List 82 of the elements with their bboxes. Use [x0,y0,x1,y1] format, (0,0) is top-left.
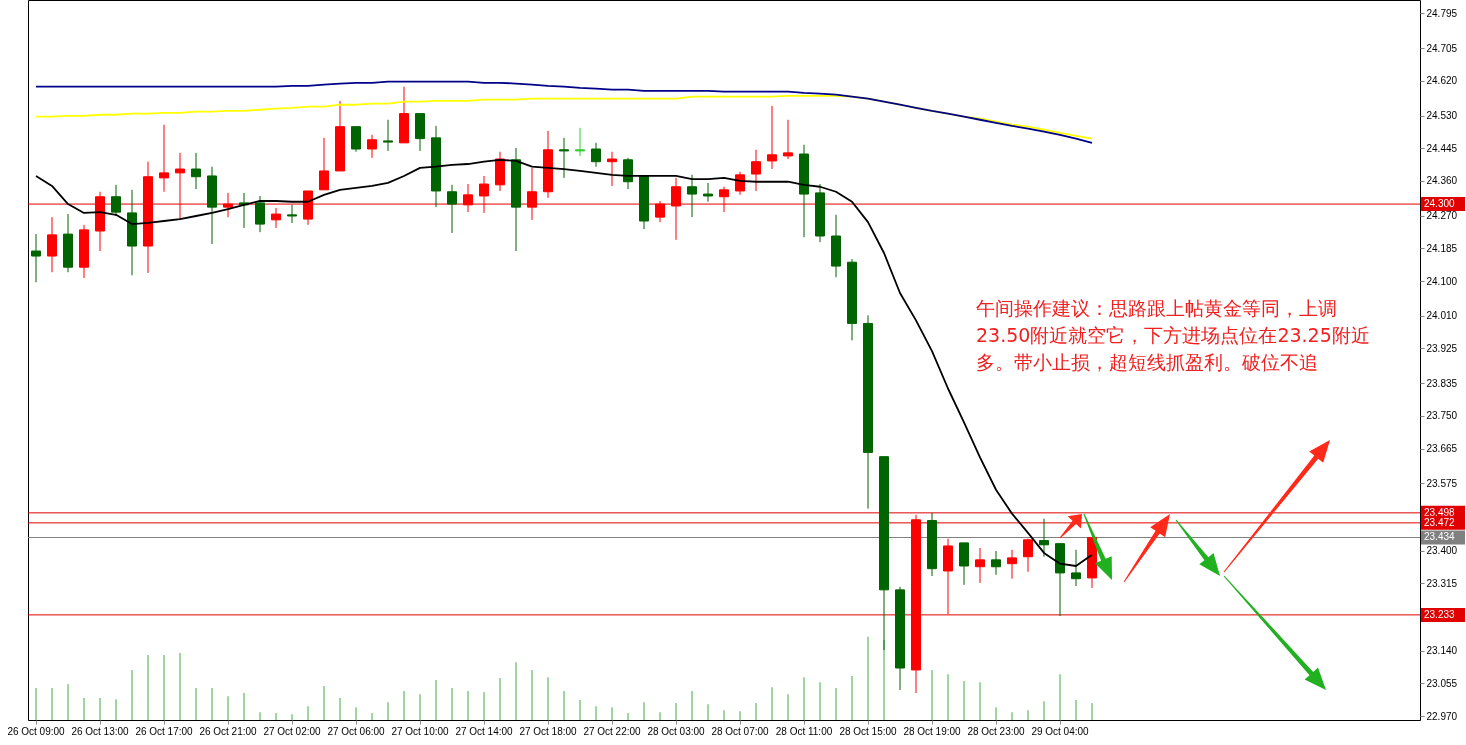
candlestick [383,119,393,152]
candlestick [655,200,665,223]
x-tick-label: 28 Oct 03:00 [647,725,706,737]
candlestick [159,124,169,193]
candlestick [671,177,681,241]
candlestick [175,152,185,220]
y-tick-label: 23.055 [1426,677,1458,689]
x-tick-label: 28 Oct 15:00 [839,725,898,737]
candlestick [959,542,969,586]
line-series [35,80,1093,144]
x-tick-label: 27 Oct 10:00 [391,725,450,737]
x-tick-label: 26 Oct 21:00 [199,725,258,737]
candlestick [191,152,201,190]
candlestick [527,167,537,221]
y-tick-label: 22.970 [1426,710,1458,722]
candlestick [703,182,713,203]
candlestick [111,184,121,217]
candlestick [783,119,793,160]
candlestick [751,149,761,192]
candlestick [991,550,1001,576]
candlestick [975,547,985,584]
candlestick [687,174,697,218]
candlestick [47,216,57,273]
y-tick-label: 23.835 [1426,377,1458,389]
x-tick-label: 27 Oct 14:00 [455,725,514,737]
x-tick-label: 28 Oct 23:00 [967,725,1026,737]
x-tick-label: 28 Oct 19:00 [903,725,962,737]
x-tick-label: 27 Oct 02:00 [263,725,322,737]
x-tick-label: 27 Oct 22:00 [583,725,642,737]
candlestick [351,126,361,153]
candlestick [319,137,329,191]
y-tick-label: 24.100 [1426,275,1458,287]
x-tick-label: 29 Oct 04:00 [1031,725,1090,737]
ref-line-label: 23.498 [1424,506,1456,518]
candlestick [719,186,729,213]
candlestick [623,157,633,190]
y-tick-label: 24.010 [1426,310,1458,322]
x-tick-label: 27 Oct 06:00 [327,725,386,737]
candlestick [287,204,297,224]
x-tick-label: 26 Oct 17:00 [135,725,194,737]
ref-line-label: 23.434 [1424,531,1456,543]
y-tick-label: 24.795 [1426,7,1458,19]
ref-line-label: 23.233 [1424,608,1456,620]
y-tick-label: 24.530 [1426,110,1458,122]
x-tick-label: 26 Oct 09:00 [7,725,66,737]
y-tick-label: 24.705 [1426,42,1458,54]
candlestick [1023,538,1033,573]
y-tick-label: 24.185 [1426,242,1458,254]
candlestick [591,142,601,168]
candlestick [559,137,569,179]
annotation: 午间操作建议：思路跟上帖黄金等同，上调23.50附近就空它，下方进场点位在23.25附近多。带小止损，超短线抓盈利。破位不追 [976,296,1371,375]
y-tick-label: 24.360 [1426,175,1458,187]
candlestick [479,175,489,214]
y-tick-label: 23.925 [1426,342,1458,354]
y-tick-label: 23.315 [1426,577,1458,589]
candlestick [767,105,777,170]
x-tick-label: 28 Oct 11:00 [775,725,833,737]
candlestick [575,127,585,157]
y-tick-label: 23.750 [1426,410,1458,422]
candlestick [607,151,617,187]
y-tick-label: 24.445 [1426,142,1458,154]
ref-line-label: 23.472 [1424,516,1456,528]
x-tick-label: 27 Oct 18:00 [519,725,578,737]
y-tick-label: 24.270 [1426,210,1458,222]
candlestick [1071,549,1081,587]
x-tick-label: 26 Oct 13:00 [71,725,130,737]
candlestick [31,233,41,283]
y-tick-label: 24.620 [1426,75,1458,87]
y-tick-label: 23.665 [1426,443,1458,455]
ref-line-label: 24.300 [1424,198,1456,210]
x-tick-label: 28 Oct 07:00 [711,725,770,737]
candlestick [255,195,265,233]
candlestick [463,183,473,213]
y-tick-label: 23.575 [1426,477,1458,489]
candlestick [1007,549,1017,580]
candlestick [1039,518,1049,558]
candlestick [271,207,281,229]
y-tick-label: 23.400 [1426,545,1458,557]
y-tick-label: 23.140 [1426,645,1458,657]
candlestick [223,192,233,218]
candlestick [447,184,457,234]
candlestick [367,134,377,159]
